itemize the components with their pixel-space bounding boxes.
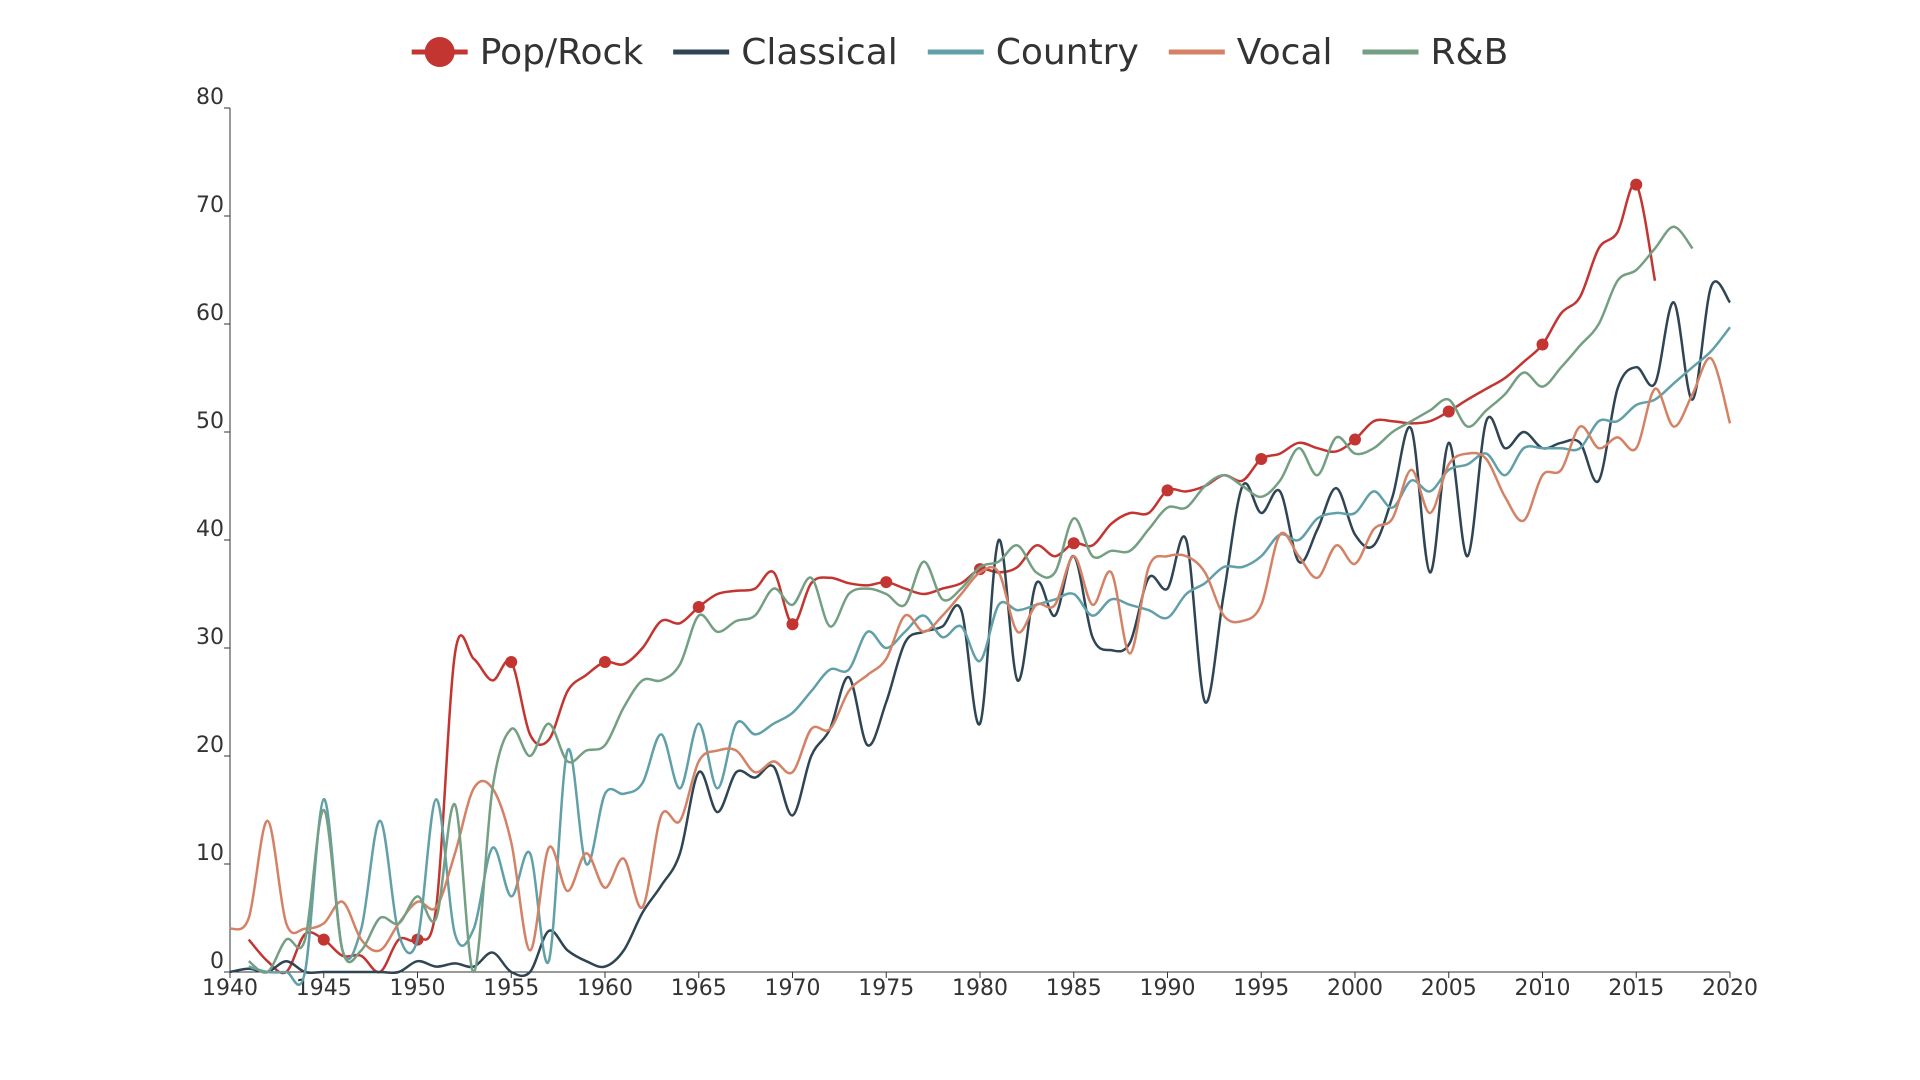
data-point: [1349, 433, 1361, 446]
y-tick-label: 40: [196, 517, 224, 542]
series-line: [229, 280, 1732, 978]
x-tick-label: 2000: [1327, 976, 1383, 1001]
x-tick-label: 1970: [765, 976, 821, 1001]
x-tick-label: 1965: [671, 976, 727, 1001]
data-point: [599, 656, 611, 669]
legend-item[interactable]: Country: [927, 32, 1139, 73]
y-tick-label: 30: [196, 625, 224, 650]
y-tick-label: 10: [196, 841, 224, 866]
y-tick-label: 70: [196, 193, 224, 218]
x-tick-label: 1975: [858, 976, 914, 1001]
y-tick-label: 60: [196, 301, 224, 326]
legend: Pop/Rock Classical Country Vocal R&B: [411, 32, 1509, 73]
series-line: [248, 326, 1731, 987]
x-tick-label: 2005: [1421, 976, 1477, 1001]
x-tick-label: 2010: [1515, 976, 1571, 1001]
series-line: [247, 182, 1657, 975]
x-tick-label: 1980: [952, 976, 1008, 1001]
x-tick-label: 2015: [1608, 976, 1664, 1001]
y-tick-label: 20: [196, 733, 224, 758]
y-tick-label: 0: [210, 949, 224, 974]
x-tick-label: 1985: [1046, 976, 1102, 1001]
legend-label: R&B: [1431, 32, 1509, 73]
legend-marker: [424, 37, 455, 67]
plot-area: 0 10 20 30 40 50 60 70 80 1940 1945 1950 1955 1960 196…: [196, 85, 1758, 1001]
legend-label: Vocal: [1237, 32, 1333, 73]
x-tick-label: 1995: [1233, 976, 1289, 1001]
legend-label: Pop/Rock: [480, 32, 644, 73]
data-point: [880, 576, 893, 589]
series-line: [229, 356, 1732, 953]
data-point: [1536, 338, 1549, 351]
x-tick-label: 1990: [1140, 976, 1196, 1001]
data-point: [1255, 453, 1268, 465]
data-point: [317, 933, 330, 946]
x-tick-label: 1950: [390, 976, 446, 1001]
y-tick-label: 80: [196, 85, 224, 110]
x-tick-label: 1955: [483, 976, 539, 1001]
y-tick-label: 50: [196, 409, 224, 434]
legend-item[interactable]: Vocal: [1168, 32, 1333, 73]
legend-item[interactable]: Pop/Rock: [411, 32, 644, 73]
legend-item[interactable]: Classical: [673, 32, 898, 73]
data-point: [1630, 178, 1643, 191]
legend-label: Classical: [741, 32, 898, 73]
x-tick-label: 1960: [577, 976, 633, 1001]
data-point: [505, 656, 518, 669]
x-tick-label: 2020: [1702, 976, 1758, 1001]
series-line: [247, 225, 1694, 974]
data-point: [786, 618, 799, 631]
data-point: [1067, 537, 1080, 550]
legend-item[interactable]: R&B: [1362, 32, 1509, 73]
data-point: [1442, 405, 1455, 418]
data-point: [1161, 484, 1174, 497]
data-point: [692, 600, 705, 613]
x-tick-label: 1940: [202, 976, 258, 1001]
x-tick-label: 1945: [296, 976, 352, 1001]
legend-label: Country: [996, 32, 1139, 73]
